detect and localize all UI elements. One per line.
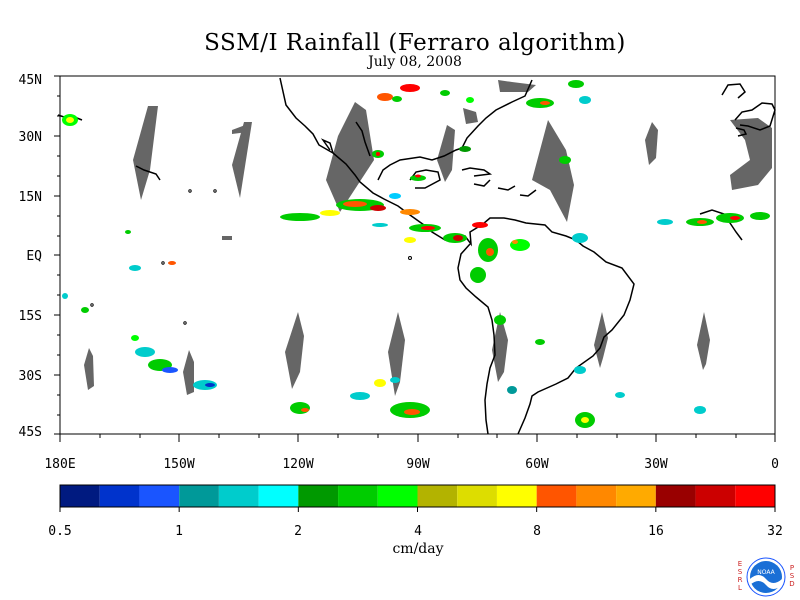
lon-label: 150W <box>163 457 194 472</box>
logo-letter: L <box>738 584 742 592</box>
colorbar-segment <box>99 485 140 507</box>
islands <box>90 189 412 325</box>
colorbar-segment <box>735 485 775 507</box>
lon-label: 180E <box>44 457 75 472</box>
colorbar-segment <box>179 485 219 507</box>
colorbar-segment <box>139 485 180 507</box>
lat-label: 15S <box>19 309 42 324</box>
logo-right-letters: P S D <box>788 564 796 588</box>
colorbar-segment <box>457 485 497 507</box>
colorbar-segment <box>60 485 100 507</box>
logo-letter: S <box>789 572 795 580</box>
colorbar <box>59 484 776 512</box>
colorbar-tick-label: 32 <box>767 524 783 539</box>
lon-label: 120W <box>282 457 313 472</box>
colorbar-segment <box>616 485 656 507</box>
rainfall-patches <box>62 80 770 428</box>
colorbar-tick-label: 8 <box>533 524 541 539</box>
longitude-labels: 180E 150W 120W 90W 60W 30W 0 <box>44 457 779 472</box>
colorbar-units: cm/day <box>392 541 444 557</box>
noaa-badge-icon: NOAA <box>746 557 786 597</box>
noaa-badge-text: NOAA <box>757 569 775 576</box>
latitude-labels: 45N 30N 15N EQ 15S 30S 45S <box>19 73 43 440</box>
lat-label: 30N <box>19 130 42 145</box>
colorbar-segment <box>417 485 458 507</box>
lat-label: 15N <box>19 190 42 205</box>
colorbar-segment <box>496 485 537 507</box>
coastlines <box>57 77 776 435</box>
lon-label: 0 <box>771 457 779 472</box>
colorbar-tick-label: 16 <box>648 524 664 539</box>
lat-label: 45S <box>19 425 42 440</box>
logo-letter: S <box>737 568 743 576</box>
logo-letter: R <box>737 576 743 584</box>
colorbar-tick-label: 1 <box>175 524 183 539</box>
noaa-esrl-psd-logo: E S R L NOAA P S D <box>736 556 796 598</box>
colorbar-segment <box>218 485 259 507</box>
colorbar-segment <box>695 485 736 507</box>
lon-label: 60W <box>525 457 549 472</box>
colorbar-segment <box>298 485 339 507</box>
logo-left-letters: E S R L <box>736 560 744 592</box>
axis-ticks <box>54 75 776 442</box>
map-subtitle: July 08, 2008 <box>368 54 462 70</box>
colorbar-labels: 0.5 1 2 4 8 16 32 <box>48 524 783 539</box>
lon-label: 90W <box>406 457 430 472</box>
colorbar-tick-label: 4 <box>414 524 422 539</box>
colorbar-segment <box>576 485 617 507</box>
lon-label: 30W <box>644 457 668 472</box>
logo-letter: E <box>737 560 743 568</box>
map-title: SSM/I Rainfall (Ferraro algorithm) <box>204 30 626 56</box>
lat-label: 45N <box>19 73 42 88</box>
colorbar-tick-label: 2 <box>294 524 302 539</box>
colorbar-segment <box>536 485 577 507</box>
map-frame <box>59 75 776 435</box>
colorbar-segment <box>338 485 378 507</box>
colorbar-tick-label: 0.5 <box>48 524 71 539</box>
colorbar-segment <box>655 485 696 507</box>
missing-data-swaths <box>84 80 772 396</box>
lat-label: 30S <box>19 369 42 384</box>
colorbar-segment <box>377 485 418 507</box>
lat-label: EQ <box>26 249 42 264</box>
colorbar-segment <box>258 485 299 507</box>
logo-letter: D <box>789 580 795 588</box>
logo-letter: P <box>789 564 795 572</box>
